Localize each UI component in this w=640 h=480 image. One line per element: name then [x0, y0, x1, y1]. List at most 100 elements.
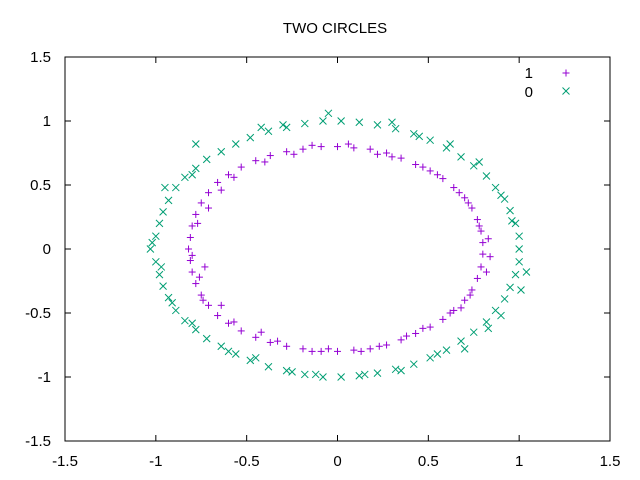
- data-point: [192, 210, 200, 218]
- x-tick-label: 1: [515, 453, 523, 470]
- x-axis: -1.5 -1 -0.5 0 0.5 1 1.5: [52, 57, 620, 470]
- data-point: [517, 286, 525, 294]
- data-point: [217, 186, 225, 194]
- data-point: [479, 250, 487, 258]
- x-tick: -1.5: [52, 57, 78, 470]
- data-point: [246, 356, 255, 365]
- data-point: [181, 316, 189, 325]
- data-point: [161, 183, 169, 192]
- data-point: [426, 353, 435, 362]
- y-tick-label: 1: [43, 113, 51, 130]
- data-point: [171, 306, 180, 315]
- data-point: [217, 147, 226, 156]
- data-point: [468, 286, 476, 294]
- data-point: [506, 283, 514, 292]
- data-point: [264, 127, 273, 136]
- data-point: [217, 342, 226, 351]
- data-point: [360, 370, 369, 379]
- data-point: [264, 362, 273, 371]
- data-point: [426, 323, 434, 331]
- data-point: [464, 199, 472, 207]
- data-point: [237, 327, 245, 335]
- y-axis: 1.5 1 0.5 0 -0.5 -1 -1.5: [25, 49, 610, 450]
- data-point: [266, 152, 274, 160]
- data-point: [419, 324, 427, 332]
- x-tick: -1: [149, 57, 163, 470]
- data-point: [317, 347, 325, 355]
- data-point: [146, 245, 155, 253]
- data-point: [159, 208, 167, 216]
- legend: 1 0: [525, 65, 570, 101]
- x-tick-label: 1.5: [600, 453, 621, 470]
- data-point: [148, 238, 157, 247]
- data-point: [450, 184, 458, 192]
- data-point: [308, 347, 316, 355]
- data-point: [231, 350, 240, 358]
- data-point: [484, 324, 493, 333]
- data-point: [246, 133, 255, 142]
- data-point: [484, 235, 492, 243]
- data-point: [197, 199, 205, 207]
- data-point: [171, 183, 180, 192]
- data-point: [515, 232, 524, 241]
- data-point: [288, 368, 296, 376]
- y-tick: 1.5: [30, 49, 610, 66]
- data-point: [151, 232, 160, 241]
- data-point: [319, 373, 327, 381]
- data-point: [450, 306, 458, 314]
- data-point: [181, 173, 189, 182]
- data-point: [457, 337, 465, 346]
- data-point: [515, 257, 524, 266]
- y-tick-label: 0: [43, 241, 51, 258]
- data-point: [511, 219, 520, 228]
- data-point: [466, 291, 474, 299]
- y-tick: -0.5: [25, 305, 610, 322]
- data-point: [164, 196, 173, 205]
- data-point: [373, 120, 382, 129]
- data-point: [282, 123, 291, 132]
- data-point: [373, 369, 382, 378]
- data-points: [146, 109, 531, 381]
- data-point: [468, 204, 476, 212]
- data-point: [168, 298, 177, 307]
- data-point: [403, 332, 411, 340]
- data-point: [457, 152, 465, 161]
- data-point: [412, 161, 420, 169]
- data-point: [469, 328, 478, 337]
- data-point: [337, 117, 345, 125]
- data-point: [486, 253, 494, 261]
- data-point: [334, 143, 341, 151]
- x-tick-label: 0: [333, 453, 341, 470]
- data-point: [159, 282, 167, 290]
- data-point: [397, 154, 405, 162]
- data-point: [199, 296, 207, 304]
- data-point: [497, 311, 505, 320]
- data-point: [261, 158, 269, 166]
- data-point: [324, 345, 332, 353]
- data-point: [188, 170, 197, 179]
- data-point: [334, 347, 341, 355]
- data-point: [500, 295, 509, 303]
- data-point: [344, 140, 352, 148]
- y-tick-label: -1: [38, 369, 51, 386]
- data-point: [433, 350, 442, 358]
- data-point: [230, 173, 238, 181]
- data-point: [205, 301, 213, 309]
- data-point: [185, 245, 193, 253]
- data-point: [155, 219, 164, 228]
- data-point: [469, 161, 478, 170]
- y-tick: 0.5: [30, 177, 610, 194]
- data-point: [252, 333, 260, 341]
- data-point: [482, 172, 491, 180]
- data-point: [155, 270, 164, 279]
- legend-marker-series-1: [562, 69, 570, 77]
- data-point: [415, 132, 424, 141]
- data-point: [283, 148, 291, 156]
- data-point: [355, 118, 364, 127]
- legend-label-series-0: 0: [525, 84, 533, 101]
- data-point: [324, 109, 333, 118]
- data-point: [477, 263, 485, 271]
- data-point: [266, 338, 274, 346]
- data-point: [522, 268, 531, 276]
